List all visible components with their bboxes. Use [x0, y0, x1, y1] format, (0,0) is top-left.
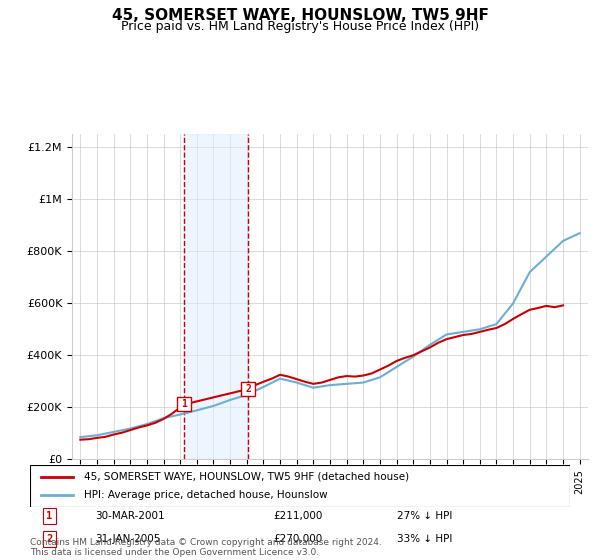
- Text: 31-JAN-2005: 31-JAN-2005: [95, 534, 160, 544]
- Text: 30-MAR-2001: 30-MAR-2001: [95, 511, 164, 521]
- Text: 2: 2: [245, 384, 251, 394]
- Text: 33% ↓ HPI: 33% ↓ HPI: [397, 534, 452, 544]
- Text: £270,000: £270,000: [273, 534, 322, 544]
- Text: 45, SOMERSET WAYE, HOUNSLOW, TW5 9HF (detached house): 45, SOMERSET WAYE, HOUNSLOW, TW5 9HF (de…: [84, 472, 409, 482]
- Text: 2: 2: [46, 534, 52, 544]
- Bar: [184, 134, 248, 459]
- Text: HPI: Average price, detached house, Hounslow: HPI: Average price, detached house, Houn…: [84, 490, 328, 500]
- Text: Price paid vs. HM Land Registry's House Price Index (HPI): Price paid vs. HM Land Registry's House …: [121, 20, 479, 32]
- Text: 45, SOMERSET WAYE, HOUNSLOW, TW5 9HF: 45, SOMERSET WAYE, HOUNSLOW, TW5 9HF: [112, 8, 488, 24]
- Text: £211,000: £211,000: [273, 511, 322, 521]
- FancyBboxPatch shape: [30, 465, 570, 507]
- Text: 27% ↓ HPI: 27% ↓ HPI: [397, 511, 452, 521]
- Text: Contains HM Land Registry data © Crown copyright and database right 2024.
This d: Contains HM Land Registry data © Crown c…: [30, 538, 382, 557]
- Text: 1: 1: [46, 511, 52, 521]
- Text: 1: 1: [181, 399, 187, 409]
